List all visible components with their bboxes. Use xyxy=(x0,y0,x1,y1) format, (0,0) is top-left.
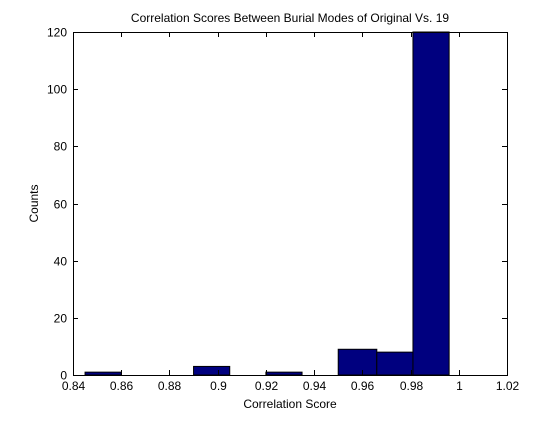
x-tick-label-8: 1 xyxy=(456,379,463,393)
histogram-bar-0 xyxy=(85,372,121,375)
x-tick-label-3: 0.9 xyxy=(210,379,227,393)
histogram-bar-9 xyxy=(413,32,449,375)
x-tick-label-7: 0.98 xyxy=(400,379,424,393)
y-tick-label-1: 20 xyxy=(54,312,68,326)
y-tick-label-4: 80 xyxy=(54,140,68,154)
x-tick-label-4: 0.92 xyxy=(255,379,279,393)
histogram-bar-7 xyxy=(338,349,377,375)
x-tick-label-1: 0.86 xyxy=(110,379,134,393)
x-tick-label-9: 1.02 xyxy=(496,379,520,393)
y-tick-label-0: 0 xyxy=(60,369,67,383)
x-tick-label-5: 0.94 xyxy=(303,379,327,393)
x-tick-label-2: 0.88 xyxy=(158,379,182,393)
y-tick-label-3: 60 xyxy=(54,198,68,212)
histogram-bar-8 xyxy=(377,352,413,375)
y-axis-label: Counts xyxy=(27,184,41,222)
y-tick-label-6: 120 xyxy=(47,26,67,40)
histogram-bar-5 xyxy=(266,372,302,375)
x-axis-label: Correlation Score xyxy=(243,397,337,411)
y-tick-label-5: 100 xyxy=(47,83,67,97)
chart-title: Correlation Scores Between Burial Modes … xyxy=(131,11,449,25)
histogram-bar-3 xyxy=(194,366,230,375)
y-tick-label-2: 40 xyxy=(54,255,68,269)
x-tick-label-6: 0.96 xyxy=(351,379,375,393)
